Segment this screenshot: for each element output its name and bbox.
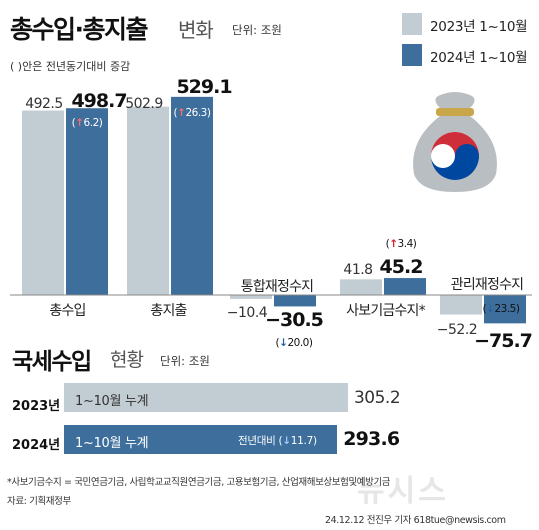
bar-chart <box>10 96 532 324</box>
bar-2024-social-security-balance <box>384 278 426 295</box>
money-bag-icon <box>413 92 497 192</box>
value-label-2023-social-security-balance: 41.8 <box>343 262 373 278</box>
change-label-social-security-balance: (↑3.4) <box>385 238 417 250</box>
value-label-2023-total-expenditure: 502.9 <box>125 96 163 112</box>
change-note: ( )안은 전년동기대비 증감 <box>10 60 131 73</box>
bar-2023-consolidated-balance <box>230 295 272 299</box>
year-label-2023: 2023년 <box>12 399 61 414</box>
bar-2023-managed-balance <box>440 295 482 315</box>
legend-label-2023: 2023년 1~10월 <box>430 19 528 35</box>
bar-2023-total-revenue <box>22 110 64 295</box>
hbar-2024 <box>64 425 338 454</box>
legend-swatch-2023 <box>402 13 422 35</box>
value-label-2024-consolidated-balance: −30.5 <box>265 309 324 331</box>
bar-2024-consolidated-balance <box>274 295 316 307</box>
bar-2024-total-revenue <box>66 108 108 295</box>
legend-swatch-2024 <box>402 44 422 66</box>
hbar-label-2023: 1~10월 누계 <box>75 394 149 409</box>
credit: 24.12.12 전진우 기자 618tue@newsis.com <box>325 515 506 526</box>
bar-2023-total-expenditure <box>127 106 169 296</box>
section2-subtitle: 현황 <box>110 349 144 371</box>
bar-2024-total-expenditure <box>171 96 213 295</box>
value-label-2023-managed-balance: −52.2 <box>436 322 478 338</box>
section2-unit: 단위: 조원 <box>160 354 210 368</box>
value-label-2023-total-revenue: 492.5 <box>25 96 63 112</box>
hbar-value-2023: 305.2 <box>353 388 401 408</box>
value-label-2024-total-revenue: 498.7 <box>71 90 127 112</box>
change-label-total-expenditure: (↑26.3) <box>173 107 211 119</box>
category-label-social-security-balance: 사보기금수지* <box>346 303 425 319</box>
year-label-2024: 2024년 <box>12 438 61 453</box>
source: 자료: 기획재정부 <box>7 496 71 507</box>
watermark: 뉴시스 <box>357 474 449 509</box>
hbar-2023 <box>64 383 348 412</box>
value-label-2024-total-expenditure: 529.1 <box>176 76 232 98</box>
category-label-total-revenue: 총수입 <box>49 303 86 319</box>
bar-2023-social-security-balance <box>340 279 382 295</box>
bar-2024-managed-balance <box>484 295 526 324</box>
change-label-consolidated-balance: (↓20.0) <box>275 337 313 349</box>
section2-title: 국세수입 <box>12 349 92 375</box>
change-label-managed-balance: (↓23.5) <box>482 303 520 315</box>
hbar-label-2024: 1~10월 누계 <box>75 436 149 451</box>
category-label-managed-balance: 관리재정수지 <box>450 277 524 293</box>
unit-label: 단위: 조원 <box>232 23 282 37</box>
hbar-change-2024: 전년대비 (↓11.7) <box>238 435 317 447</box>
chart-title: 총수입·총지출 <box>10 15 149 44</box>
footnote: *사보기금수지 = 국민연금기금, 사립학교교직원연금기금, 고용보험기금, 산… <box>7 477 391 488</box>
chart-subtitle: 변화 <box>178 18 214 42</box>
legend-label-2024: 2024년 1~10월 <box>430 50 528 66</box>
value-label-2024-social-security-balance: 45.2 <box>379 256 424 278</box>
category-label-consolidated-balance: 통합재정수지 <box>240 279 314 295</box>
hbar-value-2024: 293.6 <box>343 428 400 450</box>
change-label-total-revenue: (↑6.2) <box>71 117 103 129</box>
category-label-total-expenditure: 총지출 <box>150 303 187 319</box>
value-label-2024-managed-balance: −75.7 <box>474 330 533 352</box>
value-label-2023-consolidated-balance: −10.4 <box>226 305 268 321</box>
